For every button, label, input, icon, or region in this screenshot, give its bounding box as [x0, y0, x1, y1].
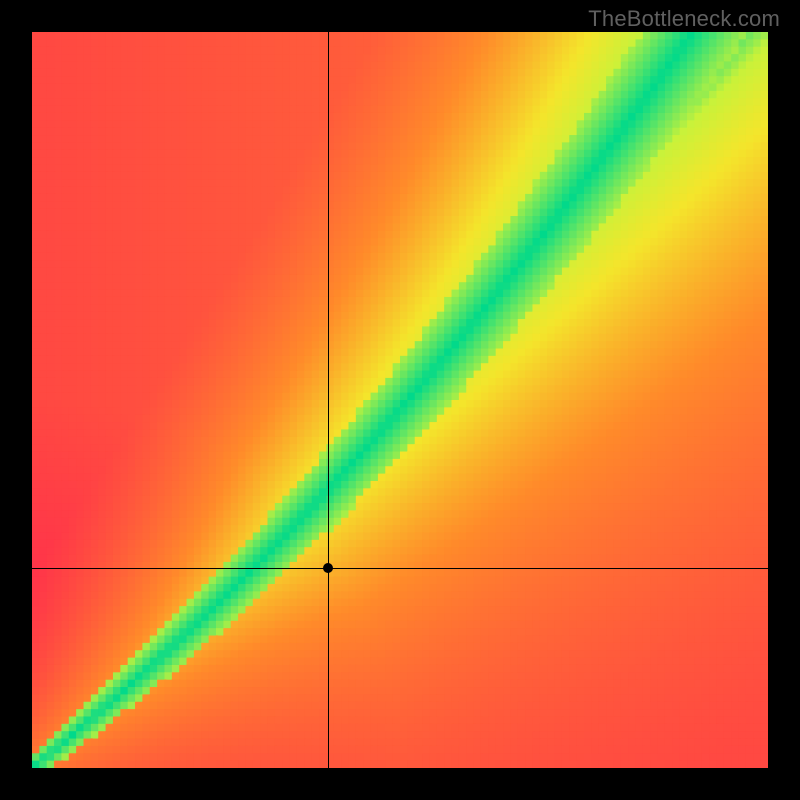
crosshair-vertical	[328, 32, 329, 768]
selection-marker	[323, 563, 333, 573]
plot-area	[32, 32, 768, 768]
heatmap-canvas	[32, 32, 768, 768]
crosshair-horizontal	[32, 568, 768, 569]
figure-container: TheBottleneck.com	[0, 0, 800, 800]
watermark-text: TheBottleneck.com	[588, 6, 780, 32]
